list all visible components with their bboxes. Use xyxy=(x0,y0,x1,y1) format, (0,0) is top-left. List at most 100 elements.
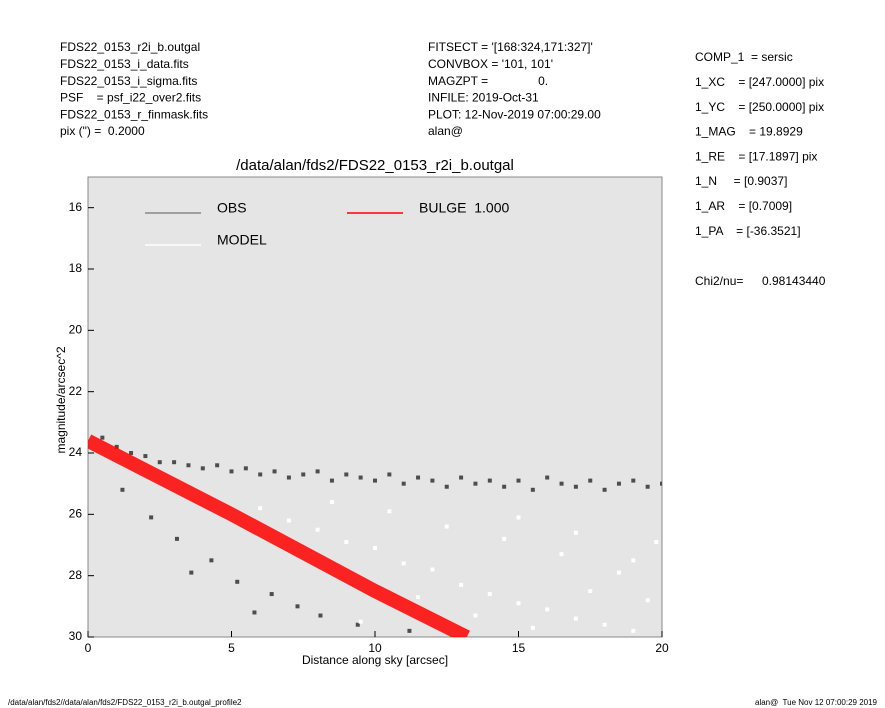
data-point xyxy=(487,478,492,483)
data-point xyxy=(272,469,277,474)
header-left-line: FDS22_0153_i_sigma.fits xyxy=(60,74,197,88)
chi2-label: Chi2/nu= xyxy=(695,274,743,288)
data-point xyxy=(487,592,492,597)
data-point xyxy=(545,475,550,480)
plot-area xyxy=(87,176,663,638)
data-point xyxy=(430,567,435,572)
data-point xyxy=(286,518,291,523)
data-point xyxy=(258,472,263,477)
y-tick-label: 16 xyxy=(69,200,83,214)
data-point xyxy=(660,481,662,486)
data-point xyxy=(631,478,636,483)
data-point xyxy=(530,625,535,630)
data-point xyxy=(631,628,636,633)
data-point xyxy=(258,506,263,511)
header-middle-line: MAGZPT = 0. xyxy=(428,74,548,88)
data-point xyxy=(174,536,179,541)
data-point xyxy=(516,515,521,520)
x-axis-label: Distance along sky [arcsec] xyxy=(302,653,448,667)
x-tick-label: 0 xyxy=(85,641,92,655)
data-point xyxy=(373,478,377,483)
data-point xyxy=(387,509,392,514)
data-point xyxy=(588,478,593,483)
data-point xyxy=(295,604,300,609)
data-point xyxy=(631,558,636,563)
data-point xyxy=(401,561,406,566)
data-point xyxy=(416,475,421,480)
data-point xyxy=(235,579,240,584)
y-tick-label: 22 xyxy=(69,384,83,398)
legend-label: MODEL xyxy=(217,232,267,248)
data-point xyxy=(573,530,578,535)
data-point xyxy=(189,570,194,575)
data-point xyxy=(149,515,154,520)
header-right-line: 1_PA = [-36.3521] xyxy=(695,224,801,238)
chart-title: /data/alan/fds2/FDS22_0153_r2i_b.outgal xyxy=(236,157,514,174)
footer-right: alan@ Tue Nov 12 07:00:29 2019 xyxy=(755,698,878,707)
data-point xyxy=(186,463,191,468)
legend-label: BULGE 1.000 xyxy=(419,200,509,216)
y-tick-label: 20 xyxy=(69,323,83,337)
data-point xyxy=(172,460,177,465)
data-point xyxy=(616,481,621,486)
bulge-line xyxy=(88,434,470,637)
data-point xyxy=(301,472,306,477)
data-point xyxy=(215,463,220,468)
data-point xyxy=(209,558,214,563)
data-point xyxy=(645,484,650,489)
header-right-line: 1_MAG = 19.8929 xyxy=(695,125,803,139)
data-point xyxy=(416,595,421,600)
header-left-line: FDS22_0153_i_data.fits xyxy=(60,57,189,71)
data-point xyxy=(654,539,659,544)
header-right-line: 1_RE = [17.1897] pix xyxy=(695,149,817,163)
header-right-line: 1_YC = [250.0000] pix xyxy=(695,100,824,114)
y-tick-label: 30 xyxy=(69,629,83,643)
data-point xyxy=(344,472,349,477)
data-point xyxy=(545,607,550,612)
data-point xyxy=(616,570,621,575)
data-point xyxy=(358,475,363,480)
header-middle-line: FITSECT = '[168:324,171:327]' xyxy=(428,40,593,54)
x-tick-label: 5 xyxy=(228,641,235,655)
header-middle-line: INFILE: 2019-Oct-31 xyxy=(428,91,539,105)
header-middle-line: PLOT: 12-Nov-2019 07:00:29.00 xyxy=(428,107,601,121)
data-point xyxy=(243,466,248,471)
data-point xyxy=(315,527,320,532)
y-tick-label: 26 xyxy=(69,507,83,521)
data-point xyxy=(530,487,535,492)
data-point xyxy=(502,484,507,489)
header-left-line: pix (") = 0.2000 xyxy=(60,124,145,138)
data-point xyxy=(229,469,234,474)
data-point xyxy=(588,589,593,593)
data-point xyxy=(329,478,334,483)
legend-label: OBS xyxy=(217,200,247,216)
y-tick-label: 24 xyxy=(69,445,83,459)
data-point xyxy=(516,601,521,606)
data-point xyxy=(373,546,377,551)
data-point xyxy=(473,613,478,618)
y-tick-label: 28 xyxy=(69,568,83,582)
data-point xyxy=(129,451,134,455)
data-point xyxy=(502,536,507,541)
data-point xyxy=(516,478,521,483)
data-point xyxy=(387,472,392,477)
data-point xyxy=(444,524,449,529)
header-right-line: 1_XC = [247.0000] pix xyxy=(695,75,824,89)
header-middle-line: CONVBOX = '101, 101' xyxy=(428,57,553,71)
data-point xyxy=(573,484,578,489)
header-left-line: FDS22_0153_r2i_b.outgal xyxy=(60,40,200,54)
data-point xyxy=(252,610,257,615)
data-point xyxy=(200,466,205,471)
data-point xyxy=(444,484,449,489)
data-point xyxy=(120,487,125,492)
header-right-line: 1_AR = [0.7009] xyxy=(695,199,792,213)
data-point xyxy=(114,444,119,449)
data-point xyxy=(602,622,607,627)
x-tick-label: 20 xyxy=(655,641,669,655)
data-point xyxy=(473,481,478,486)
header-right-line: 1_N = [0.9037] xyxy=(695,174,787,188)
header-left-line: FDS22_0153_r_finmask.fits xyxy=(60,107,208,121)
y-tick-label: 18 xyxy=(69,261,83,275)
data-point xyxy=(315,469,320,474)
